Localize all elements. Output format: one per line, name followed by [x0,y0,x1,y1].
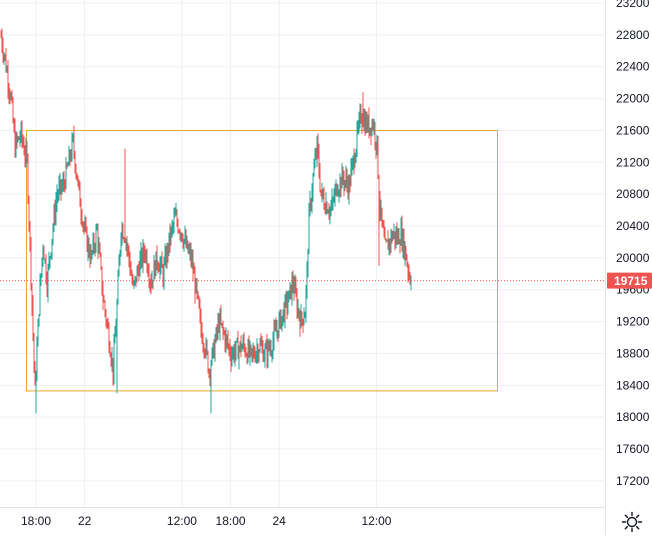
price-tick-label: 18400 [616,378,650,392]
time-tick-label: 12:00 [167,514,197,528]
current-price-label: 19715 [614,274,648,288]
price-tag-layer: 19715 [607,272,652,289]
gear-icon[interactable] [620,510,644,534]
price-tick-label: 18000 [616,410,650,424]
price-tick-label: 22800 [616,28,650,42]
price-tick-label: 17200 [616,474,650,488]
time-tick-label: 18:00 [216,514,246,528]
time-tick-label: 18:00 [21,514,51,528]
price-tick-label: 22000 [616,92,650,106]
price-tick-label: 20800 [616,187,650,201]
time-tick-label: 24 [273,514,287,528]
price-tick-label: 21200 [616,155,650,169]
current-price-tag [607,272,652,289]
price-tick-label: 19200 [616,315,650,329]
price-tick-label: 20400 [616,219,650,233]
price-tick-label: 18800 [616,346,650,360]
time-tick-label: 22 [78,514,92,528]
price-tick-label: 20000 [616,251,650,265]
price-tick-label: 21600 [616,123,650,137]
range-rectangle[interactable] [26,129,498,392]
range-rectangle-layer[interactable] [26,129,498,392]
time-axis-labels[interactable]: 18:00 22 12:00 18:00 24 12:00 [21,514,392,528]
time-tick-label: 12:00 [361,514,391,528]
candles [0,28,412,414]
axes [0,0,606,535]
price-tick-label: 23200 [616,0,650,10]
price-tick-label: 17600 [616,442,650,456]
price-tick-label: 22400 [616,60,650,74]
price-axis-labels[interactable]: 1720017600180001840018800192001960020000… [616,0,650,488]
